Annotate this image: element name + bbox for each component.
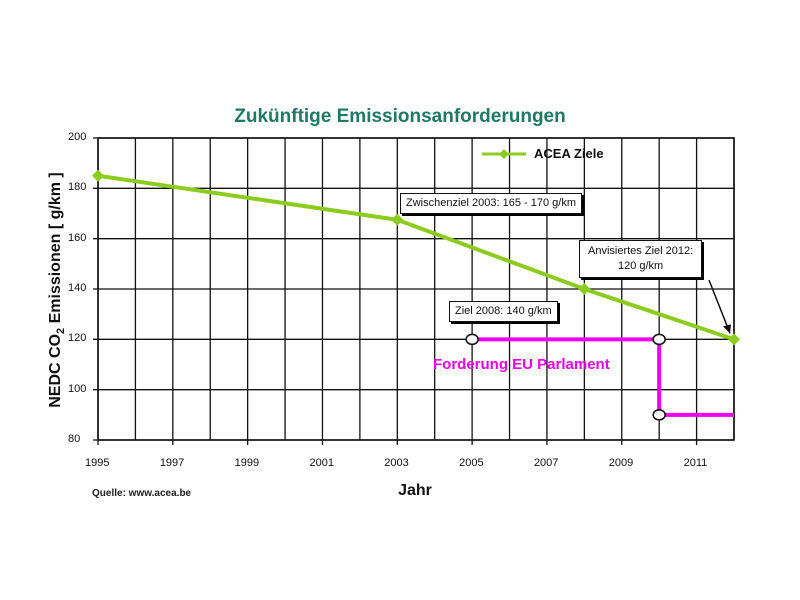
legend: ACEA Ziele <box>482 146 604 161</box>
y-axis-label-post: Emissionen [ g/km ] <box>46 172 64 328</box>
annotation-arrow <box>708 279 731 334</box>
x-tick-label: 2007 <box>533 457 559 469</box>
y-axis-label-sub: 2 <box>55 327 68 334</box>
chart-title: Zukünftige Emissionsanforderungen <box>234 106 566 127</box>
circle-marker <box>652 333 666 346</box>
annotation-2003: Zwischenziel 2003: 165 - 170 g/km <box>400 193 582 214</box>
y-tick-label: 80 <box>68 433 81 445</box>
x-tick-label: 2011 <box>683 457 708 469</box>
y-axis-label-pre: NEDC CO <box>46 333 64 408</box>
annotation-2008: Ziel 2008: 140 g/km <box>449 301 558 322</box>
eu-parlament-label: Forderung EU Parlament <box>433 356 610 373</box>
y-tick-label: 160 <box>68 231 87 244</box>
x-axis-label: Jahr <box>398 482 432 499</box>
circle-marker <box>465 333 479 346</box>
diamond-marker <box>391 213 404 226</box>
grid-lines <box>93 137 735 441</box>
x-tick-label: 2005 <box>459 457 484 469</box>
annotation-2012-line1: Anvisiertes Ziel 2012: <box>588 245 694 257</box>
diamond-marker <box>92 169 104 182</box>
legend-label-acea: ACEA Ziele <box>534 146 604 161</box>
diamond-marker <box>728 333 740 346</box>
x-tick-label: 2001 <box>309 457 334 469</box>
series-eu-parlament <box>465 333 734 421</box>
x-tick-label: 1997 <box>159 457 185 469</box>
annotation-2012-line2: 120 g/km <box>617 260 664 272</box>
arrow-head-icon <box>723 324 731 334</box>
plot-border <box>97 137 735 441</box>
acea-line <box>97 173 735 342</box>
arrow-line <box>708 279 731 334</box>
series-acea-ziele <box>92 169 740 346</box>
y-tick-label: 140 <box>68 282 87 294</box>
x-tick-label: 1995 <box>85 457 110 469</box>
annotation-2012: Anvisiertes Ziel 2012: 120 g/km <box>579 240 703 278</box>
x-tick-label: 2003 <box>384 457 409 469</box>
y-tick-label: 120 <box>68 332 87 345</box>
y-axis-label: NEDC CO2 Emissionen [ g/km ] <box>47 172 67 408</box>
source-note: Quelle: www.acea.be <box>92 488 192 499</box>
eu-line <box>472 337 734 417</box>
circle-marker <box>652 409 666 421</box>
x-tick-label: 1999 <box>234 457 260 469</box>
y-tick-label: 180 <box>68 181 87 194</box>
y-tick-label: 100 <box>68 382 87 395</box>
axes <box>97 137 735 445</box>
diamond-marker <box>578 283 591 295</box>
legend-diamond-line-icon <box>482 148 526 159</box>
y-tick-label: 200 <box>68 131 87 143</box>
x-tick-label: 2009 <box>608 457 634 469</box>
